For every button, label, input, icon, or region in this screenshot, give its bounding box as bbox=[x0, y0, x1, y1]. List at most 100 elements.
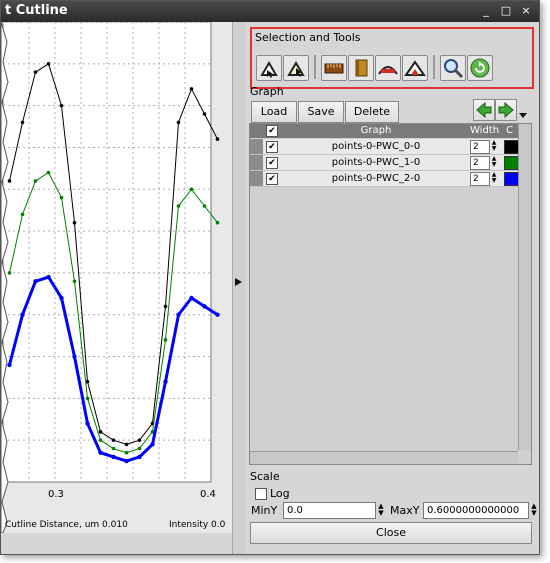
select-all-checkbox[interactable]: ✔ bbox=[266, 125, 278, 137]
data-point bbox=[202, 304, 207, 309]
next-graph-button[interactable] bbox=[495, 99, 517, 121]
data-point bbox=[46, 62, 51, 66]
torn-edge bbox=[1, 22, 9, 533]
arrow-right-icon bbox=[498, 101, 514, 119]
row-header[interactable] bbox=[250, 139, 263, 154]
table-row[interactable]: ✔ points-0-PWC_0-0 2 ▲ ▼ bbox=[250, 139, 520, 155]
data-point bbox=[176, 120, 181, 125]
graph-table: ✔ Graph Width C ✔ points-0-PWC_0-0 2 ▲ ▼ … bbox=[249, 123, 532, 465]
collapse-arrow-icon[interactable] bbox=[235, 278, 242, 286]
data-point bbox=[98, 438, 103, 442]
data-point bbox=[176, 204, 181, 208]
close-button[interactable]: Close bbox=[250, 522, 532, 544]
spin-arrows-icon[interactable]: ▲ ▼ bbox=[491, 139, 497, 152]
data-point bbox=[20, 120, 25, 125]
header-width[interactable]: Width bbox=[470, 125, 500, 136]
data-point bbox=[46, 274, 51, 280]
save-button[interactable]: Save bbox=[298, 101, 344, 123]
maxy-spin-arrows-icon[interactable]: ▲ ▼ bbox=[531, 502, 537, 517]
previous-graph-button[interactable] bbox=[473, 99, 495, 121]
panel-splitter[interactable] bbox=[232, 22, 245, 554]
intensity-readout: Intensity 0.0 bbox=[169, 520, 226, 530]
data-point bbox=[7, 362, 12, 368]
width-spinbox[interactable]: 2 bbox=[470, 140, 490, 154]
width-spinbox[interactable]: 2 bbox=[470, 156, 490, 170]
row-visible-checkbox[interactable]: ✔ bbox=[266, 141, 278, 153]
miny-spin-arrows-icon[interactable]: ▲ ▼ bbox=[378, 502, 384, 517]
control-panel: Selection and Tools bbox=[245, 22, 539, 554]
width-spinbox[interactable]: 2 bbox=[470, 172, 490, 186]
arrow-left-icon bbox=[476, 101, 492, 119]
table-row[interactable]: ✔ points-0-PWC_1-0 2 ▲ ▼ bbox=[250, 155, 520, 171]
table-row[interactable]: ✔ points-0-PWC_2-0 2 ▲ ▼ bbox=[250, 171, 520, 187]
data-point bbox=[215, 137, 220, 141]
data-point bbox=[124, 442, 129, 447]
table-header: ✔ Graph Width C bbox=[250, 124, 518, 138]
window-title: t Cutline bbox=[5, 3, 68, 18]
data-point bbox=[111, 438, 116, 442]
toolbar-separator bbox=[433, 55, 435, 79]
data-point bbox=[137, 438, 142, 442]
data-point bbox=[72, 279, 77, 284]
miny-label: MinY bbox=[251, 504, 278, 517]
log-checkbox[interactable] bbox=[255, 488, 267, 500]
data-point bbox=[111, 454, 116, 460]
graph-name: points-0-PWC_0-0 bbox=[331, 141, 421, 152]
maxy-input[interactable]: 0.6000000000000 bbox=[423, 502, 529, 519]
load-button[interactable]: Load bbox=[251, 101, 297, 123]
profile-button[interactable] bbox=[375, 55, 401, 81]
select-cutline-button[interactable] bbox=[256, 55, 282, 81]
data-point bbox=[72, 220, 77, 225]
cutline-window: t Cutline _ □ × 0.3 0.4 Cutline Distance… bbox=[0, 0, 540, 555]
data-point bbox=[124, 450, 129, 455]
data-point bbox=[150, 442, 155, 447]
select-cutline-icon bbox=[260, 61, 278, 78]
more-menu-icon[interactable] bbox=[519, 113, 527, 119]
data-point bbox=[176, 312, 181, 317]
data-point bbox=[189, 295, 194, 301]
row-header[interactable] bbox=[250, 155, 263, 170]
data-point bbox=[202, 204, 207, 208]
row-visible-checkbox[interactable]: ✔ bbox=[266, 173, 278, 185]
row-header[interactable] bbox=[250, 171, 263, 186]
data-point bbox=[7, 179, 12, 183]
header-graph[interactable]: Graph bbox=[360, 125, 392, 136]
header-color[interactable]: C bbox=[506, 125, 513, 136]
refresh-button[interactable] bbox=[467, 55, 493, 81]
data-point bbox=[85, 421, 90, 426]
maximize-button[interactable]: □ bbox=[500, 4, 512, 17]
data-point bbox=[163, 304, 168, 309]
ruler-icon bbox=[324, 63, 344, 74]
book-icon bbox=[355, 59, 368, 77]
title-bar[interactable]: t Cutline _ □ × bbox=[1, 1, 539, 22]
data-point bbox=[98, 430, 103, 434]
data-point bbox=[137, 454, 142, 460]
peak-button[interactable] bbox=[402, 55, 428, 81]
data-point bbox=[85, 379, 90, 384]
zoom-button[interactable] bbox=[440, 55, 466, 81]
close-window-button[interactable]: × bbox=[521, 4, 531, 17]
data-point bbox=[85, 396, 90, 401]
data-point bbox=[137, 446, 142, 451]
data-point bbox=[163, 338, 168, 342]
minimize-button[interactable]: _ bbox=[483, 4, 489, 17]
miny-input[interactable]: 0.0 bbox=[283, 502, 376, 519]
selection-tools-group: Selection and Tools bbox=[250, 27, 534, 89]
table-horizontal-scrollbar[interactable] bbox=[250, 451, 518, 464]
ruler-button[interactable] bbox=[321, 55, 347, 81]
table-vertical-scrollbar[interactable] bbox=[518, 124, 531, 450]
x-tick-label: 0.3 bbox=[48, 489, 64, 500]
data-point bbox=[7, 271, 12, 275]
delete-button[interactable]: Delete bbox=[345, 101, 399, 123]
move-cutline-button[interactable] bbox=[283, 55, 309, 81]
plot-area[interactable]: 0.3 0.4 Cutline Distance, um 0.010 Inten… bbox=[1, 22, 232, 533]
cutline-chart[interactable] bbox=[1, 22, 232, 533]
data-point bbox=[46, 170, 51, 175]
row-visible-checkbox[interactable]: ✔ bbox=[266, 157, 278, 169]
data-point bbox=[33, 179, 38, 183]
refresh-icon bbox=[470, 58, 490, 78]
data-point bbox=[98, 450, 103, 455]
book-button[interactable] bbox=[348, 55, 374, 81]
spin-arrows-icon[interactable]: ▲ ▼ bbox=[491, 155, 497, 168]
spin-arrows-icon[interactable]: ▲ ▼ bbox=[491, 171, 497, 184]
